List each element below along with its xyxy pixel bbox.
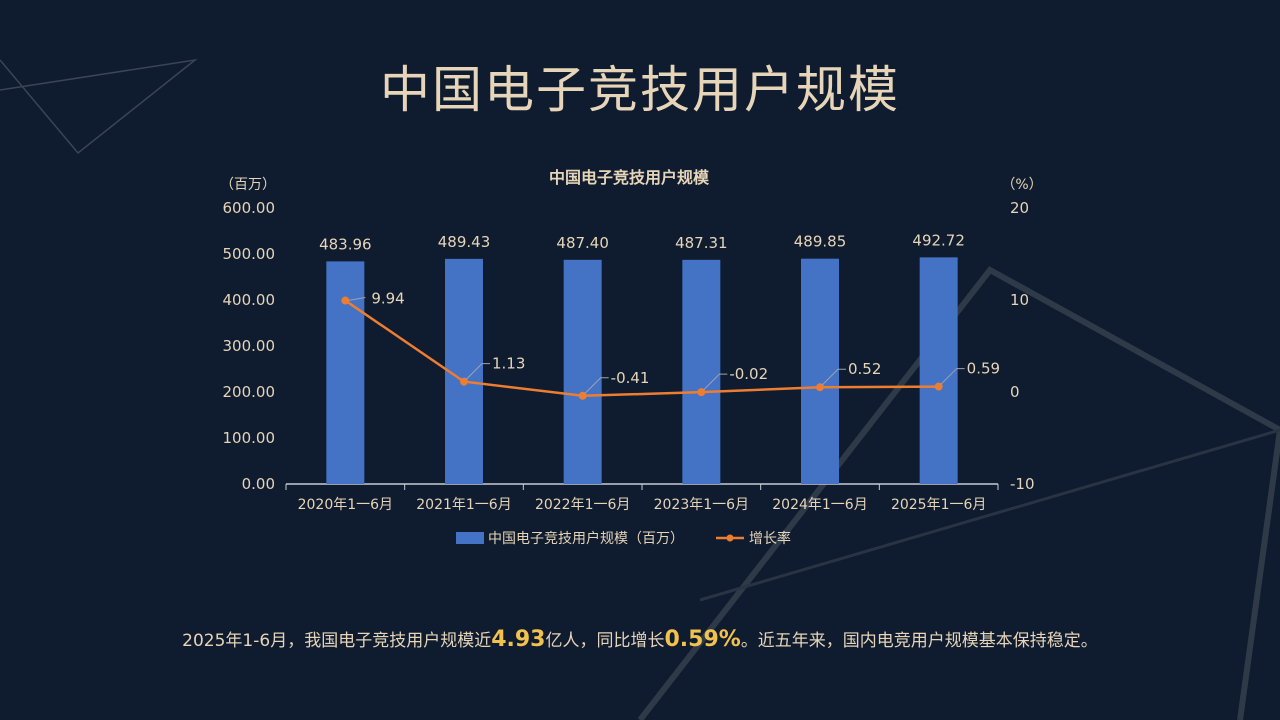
growth-label-leader [584,377,609,395]
top-left-triangle-lines [0,58,198,155]
growth-label-leader [465,363,490,380]
bar-data-label: 489.85 [794,233,847,251]
bar [801,258,839,484]
x-tick-label: 2025年1一6月 [891,497,986,513]
growth-data-label: 9.94 [371,290,404,308]
growth-label-leader [821,368,846,386]
y-left-tick-label: 300.00 [223,337,276,355]
growth-line [344,299,939,398]
growth-data-label: 0.59 [967,360,1000,378]
x-tick-label: 2021年1一6月 [416,497,511,513]
bar-data-label: 487.31 [675,234,728,252]
bar [445,258,483,484]
summary-text: 2025年1-6月，我国电子竞技用户规模近4.93亿人，同比增长0.59%。近五… [0,626,1280,652]
bar [563,259,602,484]
y-left-tick-label: 0.00 [242,475,275,493]
summary-part3: 。近五年来，国内电竞用户规模基本保持稳定。 [740,631,1098,651]
bar [682,259,721,484]
growth-point [341,296,350,305]
x-tick-label: 2020年1一6月 [298,497,393,513]
legend-bar-swatch [456,532,484,544]
growth-label-leader [940,368,965,385]
right-triangle-line-edge [1237,429,1280,720]
y-left-tick-label: 600.00 [223,199,276,217]
bar [326,261,365,484]
right-triangle-line-thin [699,428,1280,602]
legend-bar-label: 中国电子竞技用户规模（百万） [488,530,684,547]
bar-data-label: 483.96 [319,235,372,253]
y-right-unit: （%） [1001,177,1042,193]
y-left-tick-label: 100.00 [223,429,276,447]
bar-data-label: 492.72 [912,231,965,249]
growth-data-label: -0.02 [729,365,768,383]
legend-line-marker [726,534,734,542]
growth-label-leader [348,297,366,302]
bar-data-label: 487.40 [556,234,609,252]
growth-label-leader [702,373,728,391]
bar [919,257,958,484]
right-triangle-line-thick [637,266,1280,720]
growth-data-label: 0.52 [848,360,881,378]
summary-part2: 亿人，同比增长 [545,631,665,651]
x-tick-label: 2024年1一6月 [772,497,867,513]
chart-title: 中国电子竞技用户规模 [549,168,710,187]
bar-data-label: 489.43 [438,233,491,251]
y-left-tick-label: 200.00 [223,383,276,401]
y-right-tick-label: -10 [1010,475,1035,493]
y-left-unit: （百万） [220,177,276,193]
y-right-tick-label: 20 [1010,199,1029,217]
growth-data-label: -0.41 [611,369,650,387]
legend-line-label: 增长率 [749,530,791,547]
summary-part1: 2025年1-6月，我国电子竞技用户规模近 [182,631,492,651]
summary-highlight-users: 4.93 [491,627,546,652]
page-title: 中国电子竞技用户规模 [380,61,900,119]
y-left-tick-label: 500.00 [223,245,276,263]
summary-highlight-growth: 0.59% [664,627,741,652]
y-right-tick-label: 10 [1010,291,1029,309]
y-right-tick-label: 0 [1010,383,1020,401]
growth-data-label: 1.13 [492,355,525,373]
x-tick-label: 2023年1一6月 [654,497,749,513]
x-tick-label: 2022年1一6月 [535,497,630,513]
y-left-tick-label: 400.00 [223,291,276,309]
